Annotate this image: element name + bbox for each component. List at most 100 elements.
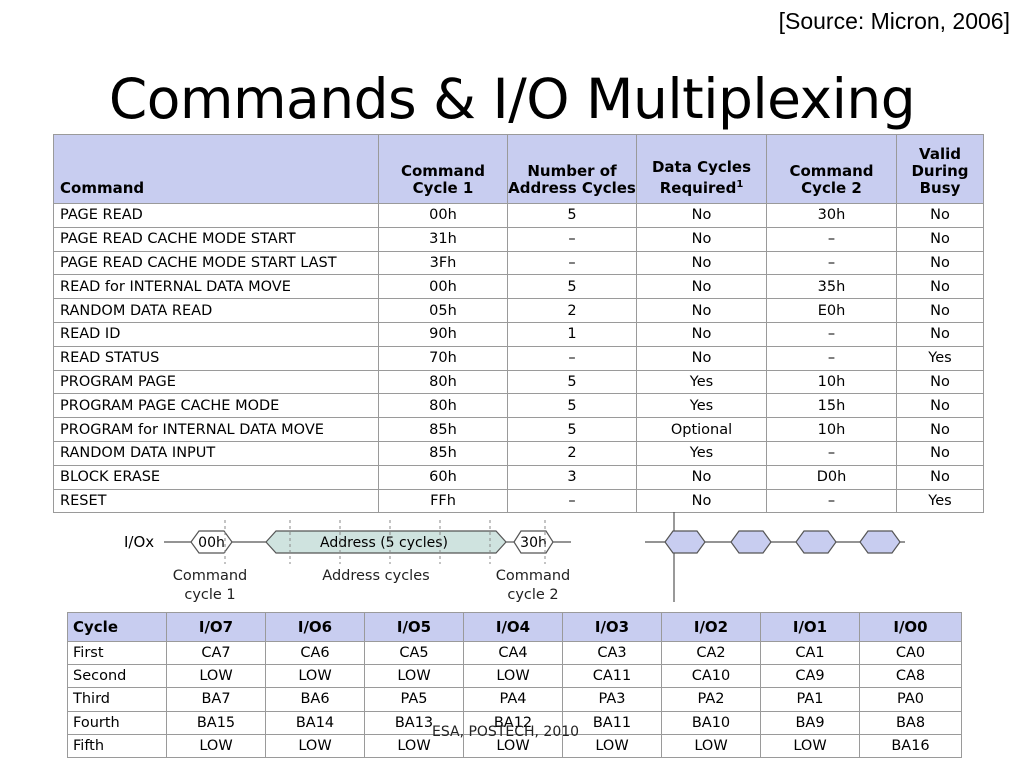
table-cell: 31h bbox=[378, 226, 508, 252]
table-cell: No bbox=[896, 298, 984, 323]
table-cell: LOW bbox=[661, 733, 761, 758]
label-command-cycle-1: Command bbox=[173, 568, 248, 584]
table-cell: CA11 bbox=[562, 664, 662, 689]
table-cell: CA0 bbox=[859, 640, 962, 666]
column-header: Data Cycles Required1 bbox=[636, 134, 767, 204]
address-cycles-value: Address (5 cycles) bbox=[320, 535, 448, 551]
table-row: PROGRAM for INTERNAL DATA MOVE 85h 5 Option… bbox=[53, 417, 984, 442]
cycle-name-cell: Fifth bbox=[67, 733, 167, 758]
table-row: RANDOM DATA READ 05h 2 No E0h No bbox=[53, 298, 984, 323]
command-name-cell: PROGRAM for INTERNAL DATA MOVE bbox=[53, 417, 379, 442]
table-cell: 00h bbox=[378, 203, 508, 228]
table-cell: BA15 bbox=[166, 710, 266, 735]
table-cell: BA12 bbox=[463, 710, 563, 735]
label-command-cycle-2-sub: cycle 2 bbox=[507, 587, 558, 603]
table-cell: PA5 bbox=[364, 687, 464, 712]
command-name-cell: RANDOM DATA READ bbox=[53, 298, 379, 323]
signal-label: I/Ox bbox=[124, 533, 154, 551]
command-name-cell: PAGE READ CACHE MODE START LAST bbox=[53, 250, 379, 276]
table-cell: LOW bbox=[364, 664, 464, 689]
table-cell: No bbox=[896, 464, 984, 490]
table-cell: CA6 bbox=[265, 640, 365, 666]
command-cycle-1-value: 00h bbox=[198, 535, 225, 551]
table-cell: CA4 bbox=[463, 640, 563, 666]
table-cell: BA9 bbox=[760, 710, 860, 735]
table-cell: LOW bbox=[265, 733, 365, 758]
column-header: I/O2 bbox=[661, 612, 761, 642]
commands-table: Command Command Cycle 1 Number of Addres… bbox=[53, 134, 984, 514]
table-cell: – bbox=[766, 226, 897, 252]
table-row: PAGE READ 00h 5 No 30h No bbox=[53, 203, 984, 228]
table-cell: LOW bbox=[463, 733, 563, 758]
label-command-cycle-2: Command bbox=[496, 568, 571, 584]
table-row: Fifth LOW LOW LOW LOW LOW LOW LOW BA16 bbox=[67, 733, 962, 758]
footnote-marker: 1 bbox=[736, 179, 744, 190]
cycle-name-cell: Second bbox=[67, 664, 167, 689]
table-cell: Yes bbox=[896, 488, 984, 514]
table-cell: No bbox=[636, 250, 767, 276]
table-row: BLOCK ERASE 60h 3 No D0h No bbox=[53, 464, 984, 490]
table-row: RESET FFh – No – Yes bbox=[53, 488, 984, 514]
table-cell: LOW bbox=[562, 733, 662, 758]
table-row: READ for INTERNAL DATA MOVE 00h 5 No 35h No bbox=[53, 274, 984, 300]
table-cell: Yes bbox=[896, 345, 984, 371]
table-cell: – bbox=[507, 488, 637, 514]
column-header: Cycle bbox=[67, 612, 167, 642]
table-header-row: Cycle I/O7 I/O6 I/O5 I/O4 I/O3 I/O2 I/O1 I/O0 bbox=[67, 612, 962, 642]
table-cell: – bbox=[766, 321, 897, 347]
cycle-name-cell: Fourth bbox=[67, 710, 167, 735]
table-cell: LOW bbox=[166, 733, 266, 758]
label-address-cycles: Address cycles bbox=[322, 568, 429, 584]
command-name-cell: RESET bbox=[53, 488, 379, 514]
source-citation: [Source: Micron, 2006] bbox=[778, 8, 1010, 34]
table-cell: CA7 bbox=[166, 640, 266, 666]
table-cell: LOW bbox=[760, 733, 860, 758]
table-cell: PA2 bbox=[661, 687, 761, 712]
table-cell: LOW bbox=[364, 733, 464, 758]
data-cycle-box bbox=[859, 530, 901, 554]
table-row: Second LOW LOW LOW LOW CA11 CA10 CA9 CA8 bbox=[67, 664, 962, 689]
table-cell: 2 bbox=[507, 440, 637, 466]
table-cell: BA6 bbox=[265, 687, 365, 712]
table-cell: 5 bbox=[507, 274, 637, 300]
table-cell: 00h bbox=[378, 274, 508, 300]
table-row: First CA7 CA6 CA5 CA4 CA3 CA2 CA1 CA0 bbox=[67, 640, 962, 666]
command-name-cell: READ for INTERNAL DATA MOVE bbox=[53, 274, 379, 300]
table-cell: BA7 bbox=[166, 687, 266, 712]
table-cell: – bbox=[766, 345, 897, 371]
table-cell: No bbox=[896, 250, 984, 276]
table-cell: No bbox=[896, 369, 984, 395]
column-header: Valid During Busy bbox=[896, 134, 984, 204]
table-cell: No bbox=[896, 321, 984, 347]
table-cell: No bbox=[636, 226, 767, 252]
table-cell: D0h bbox=[766, 464, 897, 490]
table-cell: BA10 bbox=[661, 710, 761, 735]
command-name-cell: PROGRAM PAGE CACHE MODE bbox=[53, 393, 379, 419]
table-cell: 2 bbox=[507, 298, 637, 323]
table-row: READ STATUS 70h – No – Yes bbox=[53, 345, 984, 371]
column-header: Number of Address Cycles bbox=[507, 134, 637, 204]
table-cell: No bbox=[636, 298, 767, 323]
table-cell: 5 bbox=[507, 203, 637, 228]
table-cell: No bbox=[896, 393, 984, 419]
command-name-cell: BLOCK ERASE bbox=[53, 464, 379, 490]
table-cell: No bbox=[636, 488, 767, 514]
column-header: Command Cycle 1 bbox=[378, 134, 508, 204]
table-cell: CA2 bbox=[661, 640, 761, 666]
cycle-name-cell: Third bbox=[67, 687, 167, 712]
command-name-cell: READ STATUS bbox=[53, 345, 379, 371]
table-cell: No bbox=[896, 417, 984, 442]
table-cell: No bbox=[636, 203, 767, 228]
table-cell: PA0 bbox=[859, 687, 962, 712]
footer-credit: ESA, POSTECH, 2010 bbox=[432, 724, 580, 740]
table-cell: – bbox=[766, 488, 897, 514]
table-cell: 15h bbox=[766, 393, 897, 419]
table-cell: 5 bbox=[507, 369, 637, 395]
table-cell: No bbox=[636, 345, 767, 371]
column-header: I/O1 bbox=[760, 612, 860, 642]
table-cell: Yes bbox=[636, 440, 767, 466]
table-cell: CA3 bbox=[562, 640, 662, 666]
table-cell: – bbox=[507, 250, 637, 276]
table-cell: – bbox=[507, 226, 637, 252]
table-cell: – bbox=[766, 440, 897, 466]
